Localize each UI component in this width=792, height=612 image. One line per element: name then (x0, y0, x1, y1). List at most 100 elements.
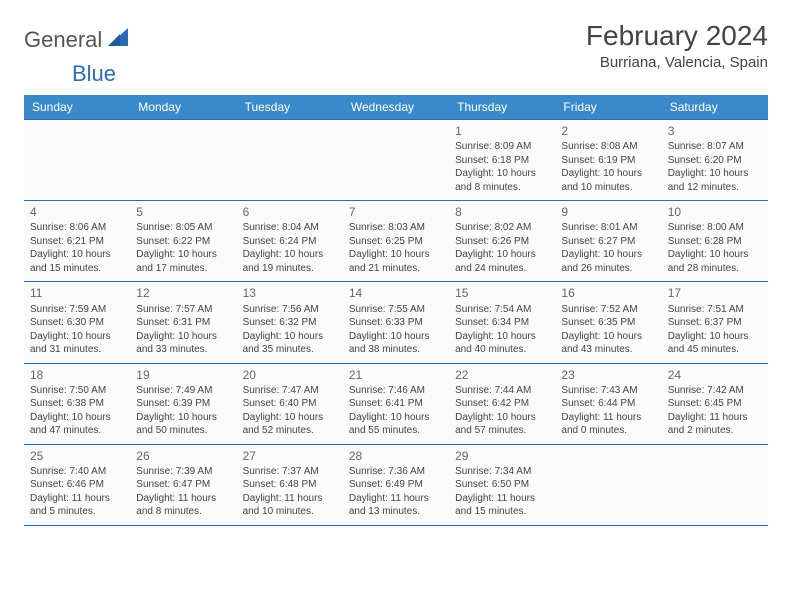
sunrise-text: Sunrise: 7:37 AM (243, 465, 337, 479)
daylight-text: Daylight: 10 hours and 40 minutes. (455, 330, 549, 357)
col-friday: Friday (555, 95, 661, 120)
sunrise-text: Sunrise: 7:50 AM (30, 384, 124, 398)
daylight-text: Daylight: 10 hours and 38 minutes. (349, 330, 443, 357)
sunrise-text: Sunrise: 8:04 AM (243, 221, 337, 235)
col-sunday: Sunday (24, 95, 130, 120)
month-title: February 2024 (586, 20, 768, 52)
day-cell: 15Sunrise: 7:54 AMSunset: 6:34 PMDayligh… (449, 282, 555, 363)
sunrise-text: Sunrise: 8:08 AM (561, 140, 655, 154)
day-cell: 3Sunrise: 8:07 AMSunset: 6:20 PMDaylight… (662, 120, 768, 201)
daylight-text: Daylight: 10 hours and 10 minutes. (561, 167, 655, 194)
sunrise-text: Sunrise: 7:54 AM (455, 303, 549, 317)
daylight-text: Daylight: 10 hours and 33 minutes. (136, 330, 230, 357)
daylight-text: Daylight: 10 hours and 21 minutes. (349, 248, 443, 275)
sunrise-text: Sunrise: 8:09 AM (455, 140, 549, 154)
day-number: 12 (136, 285, 230, 301)
sunrise-text: Sunrise: 7:56 AM (243, 303, 337, 317)
daylight-text: Daylight: 10 hours and 19 minutes. (243, 248, 337, 275)
calendar-header-row: Sunday Monday Tuesday Wednesday Thursday… (24, 95, 768, 120)
sunset-text: Sunset: 6:22 PM (136, 235, 230, 249)
day-number: 22 (455, 367, 549, 383)
sunrise-text: Sunrise: 7:49 AM (136, 384, 230, 398)
day-cell: 1Sunrise: 8:09 AMSunset: 6:18 PMDaylight… (449, 120, 555, 201)
day-number: 24 (668, 367, 762, 383)
day-number: 5 (136, 204, 230, 220)
sunset-text: Sunset: 6:26 PM (455, 235, 549, 249)
daylight-text: Daylight: 10 hours and 15 minutes. (30, 248, 124, 275)
sunrise-text: Sunrise: 7:42 AM (668, 384, 762, 398)
sunset-text: Sunset: 6:48 PM (243, 478, 337, 492)
week-row: 25Sunrise: 7:40 AMSunset: 6:46 PMDayligh… (24, 444, 768, 525)
day-number: 27 (243, 448, 337, 464)
day-number: 28 (349, 448, 443, 464)
day-cell: 17Sunrise: 7:51 AMSunset: 6:37 PMDayligh… (662, 282, 768, 363)
day-number: 23 (561, 367, 655, 383)
day-cell: 13Sunrise: 7:56 AMSunset: 6:32 PMDayligh… (237, 282, 343, 363)
sunset-text: Sunset: 6:46 PM (30, 478, 124, 492)
sunset-text: Sunset: 6:41 PM (349, 397, 443, 411)
day-cell: . (662, 444, 768, 525)
day-cell: 6Sunrise: 8:04 AMSunset: 6:24 PMDaylight… (237, 201, 343, 282)
sunset-text: Sunset: 6:28 PM (668, 235, 762, 249)
sunrise-text: Sunrise: 7:43 AM (561, 384, 655, 398)
day-cell: 4Sunrise: 8:06 AMSunset: 6:21 PMDaylight… (24, 201, 130, 282)
calendar-body: ....1Sunrise: 8:09 AMSunset: 6:18 PMDayl… (24, 120, 768, 526)
brand-part1: General (24, 27, 102, 53)
sunset-text: Sunset: 6:20 PM (668, 154, 762, 168)
day-cell: 7Sunrise: 8:03 AMSunset: 6:25 PMDaylight… (343, 201, 449, 282)
day-cell: 14Sunrise: 7:55 AMSunset: 6:33 PMDayligh… (343, 282, 449, 363)
daylight-text: Daylight: 10 hours and 52 minutes. (243, 411, 337, 438)
sunrise-text: Sunrise: 7:44 AM (455, 384, 549, 398)
daylight-text: Daylight: 10 hours and 47 minutes. (30, 411, 124, 438)
daylight-text: Daylight: 10 hours and 12 minutes. (668, 167, 762, 194)
day-number: 20 (243, 367, 337, 383)
day-cell: 19Sunrise: 7:49 AMSunset: 6:39 PMDayligh… (130, 363, 236, 444)
sunrise-text: Sunrise: 8:05 AM (136, 221, 230, 235)
sunset-text: Sunset: 6:18 PM (455, 154, 549, 168)
daylight-text: Daylight: 11 hours and 5 minutes. (30, 492, 124, 519)
col-tuesday: Tuesday (237, 95, 343, 120)
sunset-text: Sunset: 6:39 PM (136, 397, 230, 411)
week-row: 11Sunrise: 7:59 AMSunset: 6:30 PMDayligh… (24, 282, 768, 363)
sunset-text: Sunset: 6:27 PM (561, 235, 655, 249)
col-monday: Monday (130, 95, 236, 120)
day-number: 15 (455, 285, 549, 301)
sunrise-text: Sunrise: 7:59 AM (30, 303, 124, 317)
sunset-text: Sunset: 6:33 PM (349, 316, 443, 330)
sunset-text: Sunset: 6:25 PM (349, 235, 443, 249)
sunrise-text: Sunrise: 7:36 AM (349, 465, 443, 479)
sunset-text: Sunset: 6:44 PM (561, 397, 655, 411)
day-cell: 27Sunrise: 7:37 AMSunset: 6:48 PMDayligh… (237, 444, 343, 525)
sunset-text: Sunset: 6:32 PM (243, 316, 337, 330)
day-number: 26 (136, 448, 230, 464)
sunset-text: Sunset: 6:37 PM (668, 316, 762, 330)
day-cell: 10Sunrise: 8:00 AMSunset: 6:28 PMDayligh… (662, 201, 768, 282)
sunrise-text: Sunrise: 8:03 AM (349, 221, 443, 235)
day-number: 17 (668, 285, 762, 301)
sunset-text: Sunset: 6:30 PM (30, 316, 124, 330)
week-row: 18Sunrise: 7:50 AMSunset: 6:38 PMDayligh… (24, 363, 768, 444)
week-row: 4Sunrise: 8:06 AMSunset: 6:21 PMDaylight… (24, 201, 768, 282)
day-cell: 25Sunrise: 7:40 AMSunset: 6:46 PMDayligh… (24, 444, 130, 525)
daylight-text: Daylight: 11 hours and 15 minutes. (455, 492, 549, 519)
col-thursday: Thursday (449, 95, 555, 120)
day-number: 29 (455, 448, 549, 464)
day-number: 9 (561, 204, 655, 220)
daylight-text: Daylight: 11 hours and 8 minutes. (136, 492, 230, 519)
day-number: 6 (243, 204, 337, 220)
day-cell: 8Sunrise: 8:02 AMSunset: 6:26 PMDaylight… (449, 201, 555, 282)
daylight-text: Daylight: 10 hours and 43 minutes. (561, 330, 655, 357)
day-cell: 21Sunrise: 7:46 AMSunset: 6:41 PMDayligh… (343, 363, 449, 444)
day-cell: 9Sunrise: 8:01 AMSunset: 6:27 PMDaylight… (555, 201, 661, 282)
day-cell: 20Sunrise: 7:47 AMSunset: 6:40 PMDayligh… (237, 363, 343, 444)
day-cell: 26Sunrise: 7:39 AMSunset: 6:47 PMDayligh… (130, 444, 236, 525)
day-number: 1 (455, 123, 549, 139)
day-number: 21 (349, 367, 443, 383)
calendar-table: Sunday Monday Tuesday Wednesday Thursday… (24, 95, 768, 526)
daylight-text: Daylight: 11 hours and 13 minutes. (349, 492, 443, 519)
daylight-text: Daylight: 11 hours and 10 minutes. (243, 492, 337, 519)
daylight-text: Daylight: 10 hours and 17 minutes. (136, 248, 230, 275)
daylight-text: Daylight: 10 hours and 31 minutes. (30, 330, 124, 357)
day-cell: 12Sunrise: 7:57 AMSunset: 6:31 PMDayligh… (130, 282, 236, 363)
day-cell: 2Sunrise: 8:08 AMSunset: 6:19 PMDaylight… (555, 120, 661, 201)
